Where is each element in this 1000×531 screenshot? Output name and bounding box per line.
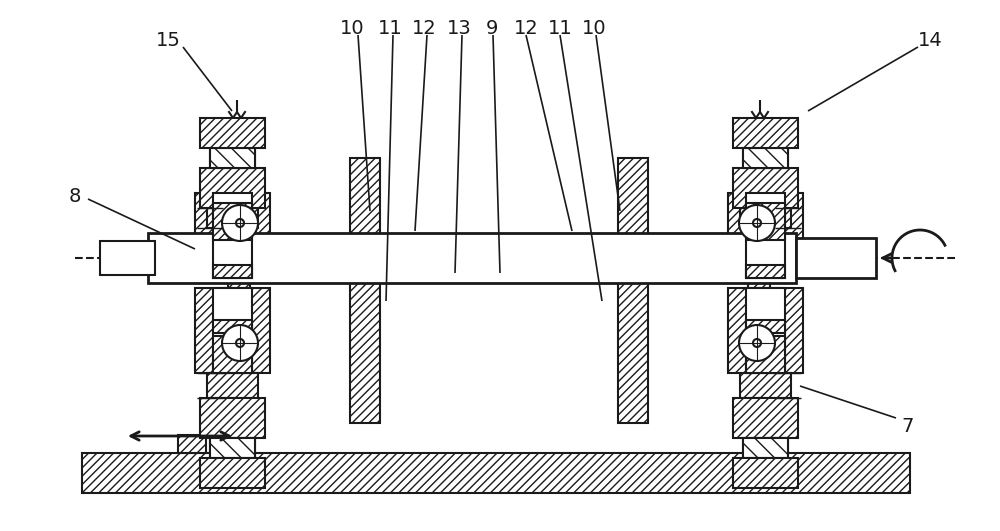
Bar bbox=[728, 288, 803, 373]
Text: 15: 15 bbox=[156, 30, 180, 49]
Text: 13: 13 bbox=[447, 19, 471, 38]
Bar bbox=[733, 118, 798, 148]
Bar bbox=[228, 143, 250, 453]
Bar bbox=[746, 320, 785, 333]
Bar bbox=[746, 336, 785, 373]
Circle shape bbox=[236, 339, 244, 347]
Bar bbox=[207, 208, 258, 228]
Text: 12: 12 bbox=[412, 19, 436, 38]
Bar bbox=[213, 203, 252, 240]
Bar bbox=[746, 193, 785, 278]
Bar bbox=[210, 438, 255, 458]
Bar bbox=[743, 148, 788, 168]
Circle shape bbox=[236, 219, 244, 227]
Bar bbox=[746, 265, 785, 278]
Bar bbox=[213, 320, 252, 333]
Text: 11: 11 bbox=[378, 19, 402, 38]
Bar bbox=[743, 438, 788, 458]
Circle shape bbox=[222, 325, 258, 361]
Text: 14: 14 bbox=[918, 30, 942, 49]
Bar bbox=[195, 193, 270, 278]
Bar bbox=[207, 373, 258, 398]
Circle shape bbox=[222, 205, 258, 241]
Circle shape bbox=[739, 325, 775, 361]
Text: 8: 8 bbox=[69, 186, 81, 205]
Bar bbox=[350, 158, 380, 423]
Bar bbox=[796, 238, 876, 278]
Text: 10: 10 bbox=[582, 19, 606, 38]
Bar bbox=[213, 193, 252, 278]
Bar bbox=[100, 241, 155, 275]
Bar bbox=[213, 265, 252, 278]
Text: 10: 10 bbox=[340, 19, 364, 38]
Bar bbox=[178, 435, 206, 453]
Bar bbox=[743, 438, 788, 458]
Bar bbox=[618, 158, 648, 423]
Bar bbox=[728, 193, 803, 278]
Text: 9: 9 bbox=[486, 19, 498, 38]
Bar bbox=[746, 203, 785, 240]
Bar bbox=[733, 458, 798, 488]
Text: 11: 11 bbox=[548, 19, 572, 38]
Text: 12: 12 bbox=[514, 19, 538, 38]
Bar bbox=[195, 288, 270, 373]
Bar bbox=[210, 438, 255, 458]
Text: 7: 7 bbox=[902, 416, 914, 435]
Bar bbox=[210, 148, 255, 168]
Bar bbox=[200, 118, 265, 148]
Bar bbox=[210, 148, 255, 168]
Bar bbox=[740, 208, 791, 228]
Bar bbox=[748, 143, 770, 453]
Bar bbox=[200, 458, 265, 488]
Bar bbox=[740, 373, 791, 398]
Bar bbox=[213, 336, 252, 373]
Bar bbox=[733, 398, 798, 438]
Bar bbox=[82, 453, 910, 493]
Bar bbox=[743, 148, 788, 168]
Circle shape bbox=[753, 339, 761, 347]
Circle shape bbox=[739, 205, 775, 241]
Bar bbox=[148, 233, 796, 283]
Circle shape bbox=[753, 219, 761, 227]
Bar bbox=[213, 288, 252, 373]
Bar bbox=[200, 168, 265, 208]
Bar bbox=[733, 168, 798, 208]
Bar bbox=[746, 288, 785, 373]
Bar bbox=[200, 398, 265, 438]
